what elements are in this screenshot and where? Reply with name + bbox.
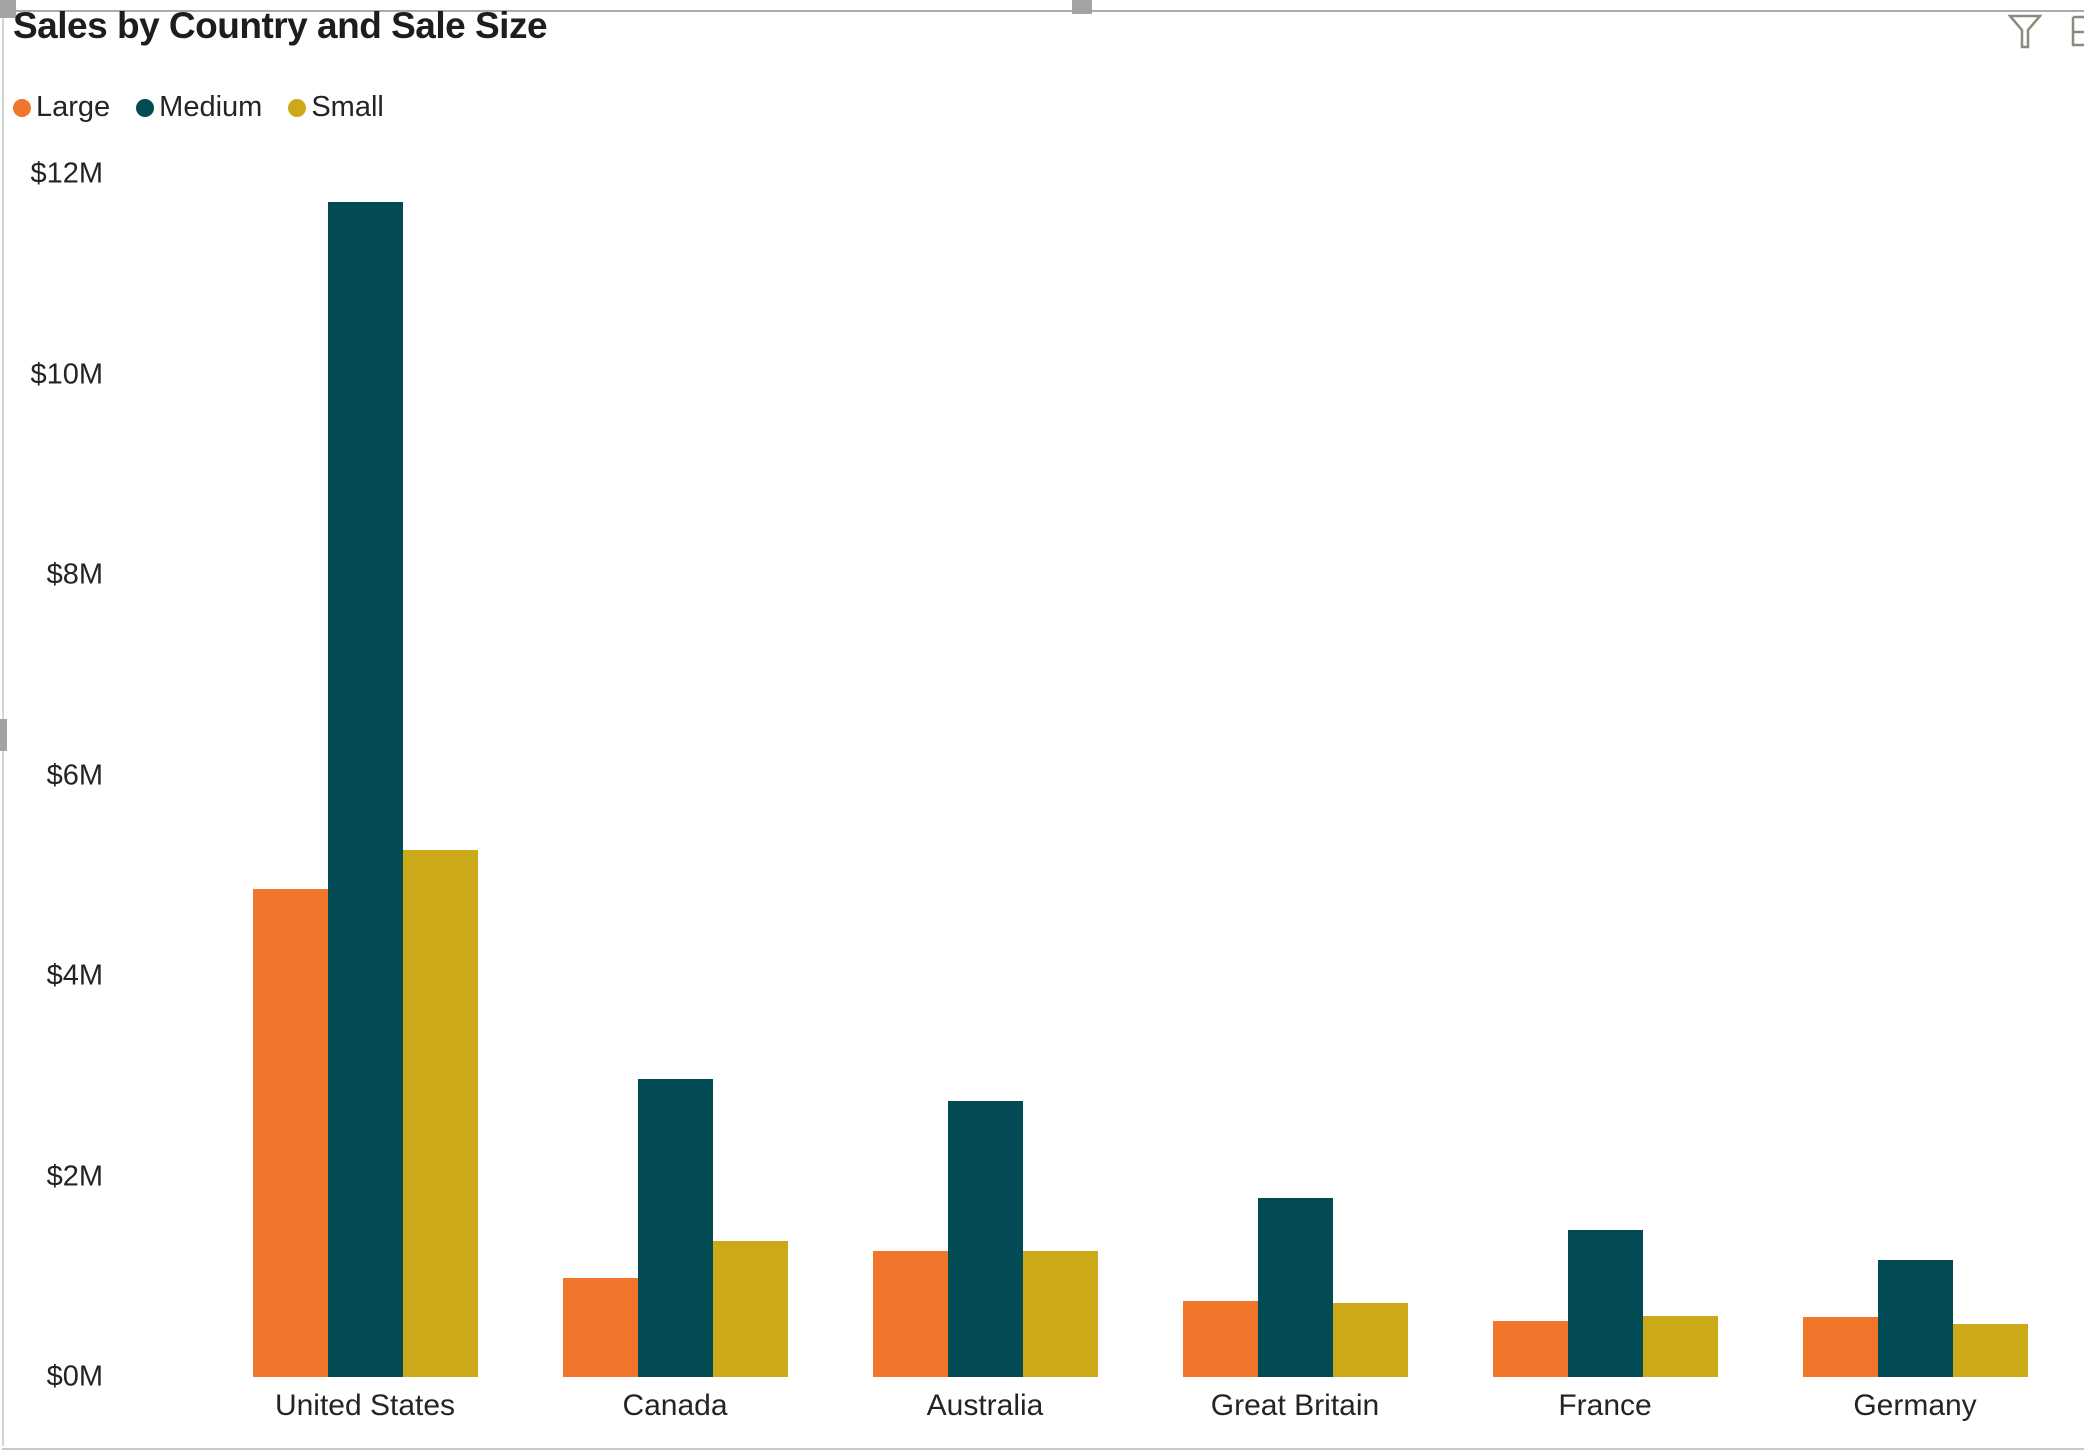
x-axis-label: Germany	[1853, 1389, 1977, 1422]
x-axis-label: Great Britain	[1210, 1389, 1380, 1422]
y-axis-tick-label: $6M	[46, 759, 103, 791]
y-axis-tick-label: $0M	[46, 1360, 103, 1393]
y-axis: $12M $10M $8M $6M $4M $2M $0M	[0, 158, 103, 1393]
legend-item-small[interactable]: Small	[288, 93, 384, 122]
bar-medium-great-britain[interactable]	[1257, 1197, 1333, 1377]
bar-small-canada[interactable]	[712, 1240, 788, 1377]
chart-title: Sales by Country and Sale Size	[13, 5, 548, 46]
bar-large-united-states[interactable]	[252, 888, 328, 1377]
bar-medium-france[interactable]	[1567, 1229, 1643, 1377]
x-axis-label: Canada	[622, 1389, 728, 1422]
category-group-australia	[830, 174, 1140, 1377]
x-axis: United States Canada Australia Great Britai…	[210, 1389, 2070, 1437]
resize-handle-top-center[interactable]	[1072, 0, 1092, 14]
bar-large-great-britain[interactable]	[1182, 1300, 1258, 1377]
x-axis-label: France	[1558, 1389, 1652, 1422]
bar-large-australia[interactable]	[872, 1250, 948, 1377]
legend-label: Large	[36, 91, 111, 123]
legend: Large Medium Small	[13, 93, 384, 122]
legend-dot-small	[288, 98, 307, 117]
y-axis-tick-label: $4M	[46, 959, 103, 992]
legend-label: Medium	[159, 91, 263, 123]
bar-small-united-states[interactable]	[402, 849, 478, 1377]
category-group-germany	[1760, 174, 2070, 1377]
category-group-united-states	[210, 174, 520, 1377]
legend-item-medium[interactable]: Medium	[136, 93, 262, 122]
y-axis-tick-label: $8M	[46, 558, 103, 591]
y-axis-tick-label: $12M	[30, 157, 103, 190]
resize-handle-middle-left[interactable]	[0, 719, 7, 751]
bar-small-australia[interactable]	[1022, 1250, 1098, 1377]
bar-large-france[interactable]	[1492, 1320, 1568, 1377]
legend-label: Small	[311, 91, 384, 123]
x-axis-label: Australia	[926, 1389, 1044, 1422]
visual-border-bottom	[2, 1448, 2084, 1450]
bar-small-germany[interactable]	[1952, 1323, 2028, 1377]
category-group-france	[1450, 174, 1760, 1377]
bar-large-germany[interactable]	[1802, 1316, 1878, 1377]
plot-area	[210, 174, 2070, 1377]
bar-medium-germany[interactable]	[1877, 1259, 1953, 1377]
legend-dot-large	[13, 98, 31, 117]
legend-dot-medium	[136, 98, 155, 117]
category-group-canada	[520, 174, 830, 1377]
category-group-great-britain	[1140, 174, 1450, 1377]
y-axis-tick-label: $10M	[30, 358, 103, 390]
filter-icon[interactable]	[2007, 14, 2043, 55]
bar-large-canada[interactable]	[562, 1277, 638, 1377]
visual-border-top	[0, 10, 2084, 12]
bar-small-france[interactable]	[1642, 1315, 1718, 1377]
x-axis-label: United States	[274, 1389, 456, 1422]
resize-handle-top-left[interactable]	[0, 0, 16, 18]
bar-medium-canada[interactable]	[637, 1079, 713, 1377]
y-axis-tick-label: $2M	[46, 1160, 103, 1192]
bar-medium-australia[interactable]	[947, 1101, 1023, 1377]
bar-medium-united-states[interactable]	[327, 202, 403, 1377]
legend-item-large[interactable]: Large	[13, 93, 110, 122]
bar-small-great-britain[interactable]	[1332, 1302, 1408, 1377]
more-options-icon-partial[interactable]	[2071, 14, 2084, 48]
